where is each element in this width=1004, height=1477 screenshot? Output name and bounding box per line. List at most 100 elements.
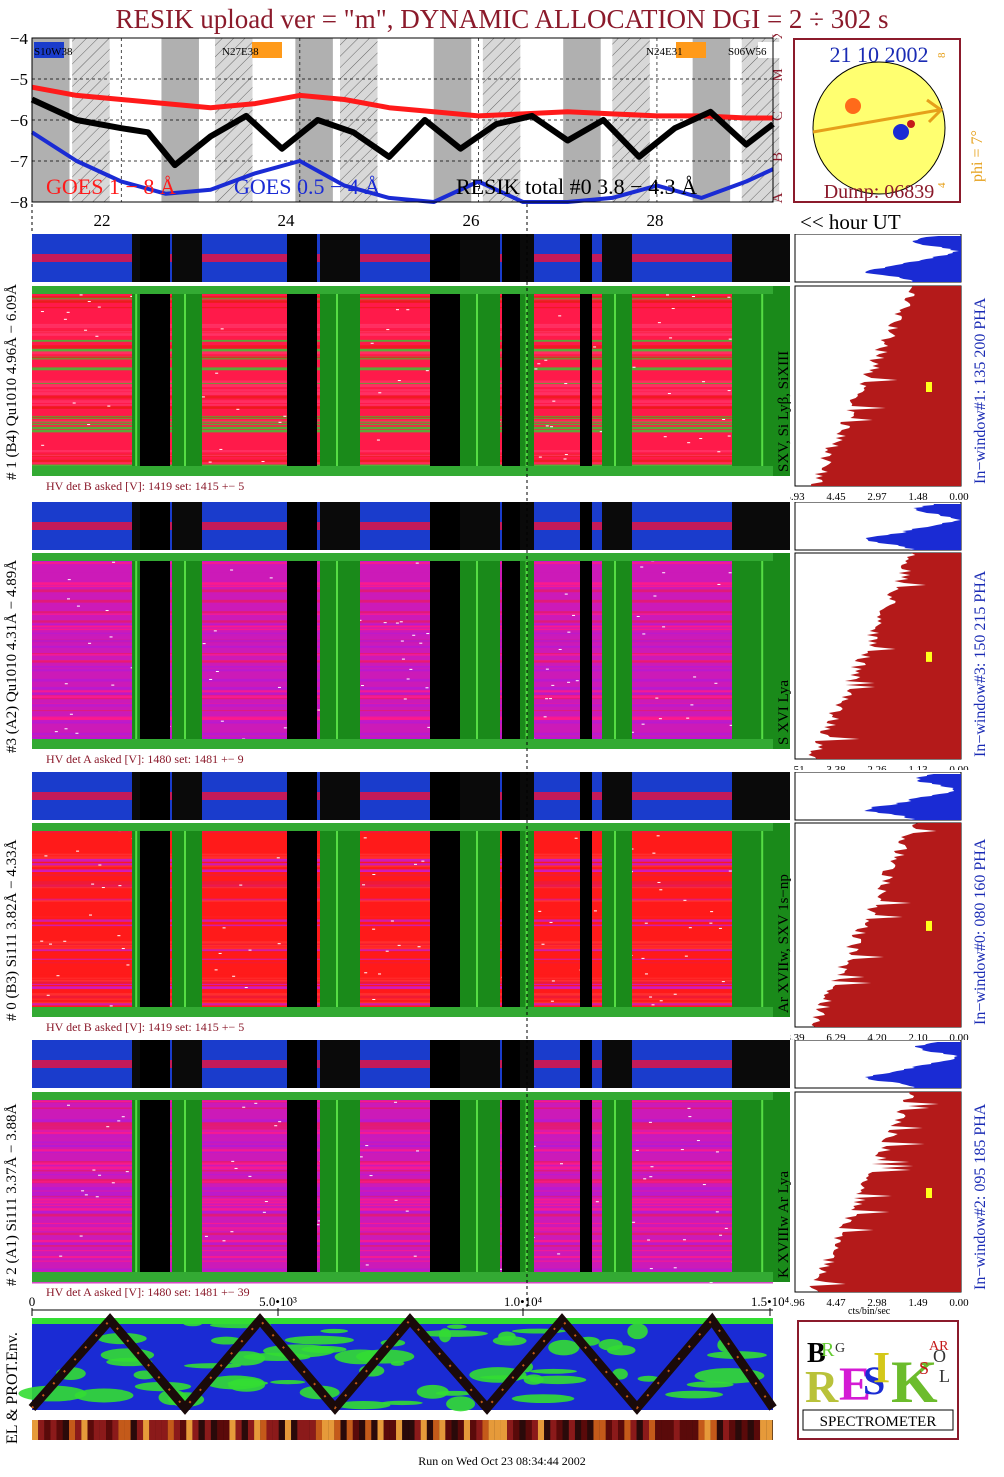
emission-line-label: Ar XVIIw, SXV 1s−np <box>776 874 792 1013</box>
solar-disk-panel: 21 10 2002 Dump: 06839 8 4 <box>793 38 961 203</box>
direction-arrow <box>812 108 940 134</box>
panel-label: # 2 (A1) Si111 3.37Å − 3.88Å <box>4 1103 20 1286</box>
active-region-swatch <box>34 42 64 58</box>
in-window-label: In−window#2: 095 185 PHA <box>972 1103 989 1290</box>
svg-text:L: L <box>939 1366 950 1386</box>
hv-readout: HV det A asked [V]: 1480 set: 1481 +− 39 <box>46 1285 250 1299</box>
in-window-label: In−window#0: 080 160 PHA <box>972 838 989 1025</box>
goes-class-label: M <box>770 68 786 81</box>
emission-line-label: K XVIIIw Ar Lya <box>776 1170 792 1278</box>
svg-text:O: O <box>933 1346 946 1366</box>
spectrum-tick-label: 8.39 <box>790 1032 805 1040</box>
spectrum-tick-label: 5.93 <box>790 491 805 502</box>
goes-lightcurve-chart: −4 −5 −6 −7 −8 A B C M X S10W38 N27E38 N24E31 S06W56… <box>10 34 788 212</box>
spectrum-tick-label: 2.26 <box>867 764 887 770</box>
svg-text:G: G <box>835 1341 845 1356</box>
in-window-marker <box>926 920 932 931</box>
goes-class-label: A <box>770 192 786 203</box>
hour-tick-label: 24 <box>278 211 296 230</box>
orbit-shade-band <box>161 38 199 202</box>
svg-text:I: I <box>873 1343 890 1392</box>
detector-panel-3: HV det A asked [V]: 1480 set: 1481 +− 39… <box>0 1040 1004 1308</box>
resik-logo: B R G R E S I K S O L AR SPECTROMETER <box>797 1320 959 1440</box>
hv-readout: HV det B asked [V]: 1419 set: 1415 +− 5 <box>46 1020 244 1034</box>
detector-panel-2: HV det B asked [V]: 1419 set: 1415 +− 5 #… <box>0 772 1004 1040</box>
series-line-2 <box>30 96 775 169</box>
footer-run-date: Run on Wed Oct 23 08:34:44 2002 <box>418 1454 586 1468</box>
spectrum-tick-label: 0.00 <box>949 1297 969 1308</box>
active-region-label: S10W38 <box>34 46 73 58</box>
legend-entry: GOES 0.5 − 4 Å <box>234 174 380 199</box>
svg-text:S: S <box>863 1358 885 1403</box>
sun-disk <box>812 61 946 195</box>
y-tick-label: −5 <box>10 70 28 89</box>
series-line-1 <box>30 130 774 204</box>
x-unit-label: << hour UT <box>800 210 901 234</box>
spectrum-tick-label: 0.00 <box>949 491 969 502</box>
panel-label: # 0 (B3) Si111 3.82Å − 4.33Å <box>4 839 20 1021</box>
spectrum-tick-label: 2.10 <box>908 1032 928 1040</box>
active-region-swatch <box>676 42 706 58</box>
svg-text:B: B <box>807 1338 826 1369</box>
spectrum-tick-label: 1.48 <box>908 491 928 502</box>
spectrum-tick-label: 4.45 <box>826 491 846 502</box>
active-region-mark <box>893 124 909 140</box>
hv-readout: HV det A asked [V]: 1480 set: 1481 +− 9 <box>46 752 244 766</box>
panel-label: # 1 (B4) Qu1010 4.96Å − 6.09Å <box>4 284 20 480</box>
spectrum-tick-label: 1.49 <box>908 1297 928 1308</box>
env-tick-label: 0 <box>29 1294 36 1309</box>
spectrum-tick-label: 3.38 <box>826 764 846 770</box>
goes-class-label: X <box>770 34 786 39</box>
spectrum-tick-label: 4.20 <box>867 1032 887 1040</box>
active-region-mark <box>845 98 861 114</box>
in-window-marker <box>926 651 932 662</box>
env-tick-label: 1.5•10⁴ <box>751 1294 790 1309</box>
in-window-label: In−window#3: 150 215 PHA <box>972 570 989 757</box>
spectrum-tick-label: 5.96 <box>790 1297 805 1308</box>
in-window-marker <box>926 1188 932 1198</box>
legend-entry: GOES 1 − 8 Å <box>46 174 176 199</box>
hour-tick-label: 28 <box>647 211 664 230</box>
spectrum-tick-label: 2.98 <box>867 1297 887 1308</box>
goes-class-label: C <box>770 111 786 121</box>
svg-text:K: K <box>891 1349 938 1415</box>
active-region-swatch <box>252 42 282 58</box>
svg-text:E: E <box>839 1358 871 1411</box>
svg-text:R: R <box>821 1339 835 1361</box>
series-line-0 <box>31 84 773 121</box>
goes-class-label: B <box>770 152 786 162</box>
emission-line-label: SXV, Si Lyβ, SiXIII <box>776 350 792 472</box>
y-tick-label: −6 <box>10 111 28 130</box>
hour-tick-label: 26 <box>463 211 480 230</box>
y-tick-label: −4 <box>10 34 29 48</box>
active-region-mark <box>907 120 915 128</box>
y-tick-label: −8 <box>10 193 28 212</box>
svg-text:8: 8 <box>936 52 948 58</box>
hv-readout: HV det B asked [V]: 1419 set: 1415 +− 5 <box>46 479 244 493</box>
spectrum-tick-label: 2.97 <box>867 491 887 502</box>
legend-entry: RESIK total #0 3.8 − 4.3 Å <box>456 174 697 199</box>
svg-text:4: 4 <box>936 182 948 188</box>
emission-line-label: S XVI Lya <box>776 680 792 745</box>
svg-text:phi = 7°: phi = 7° <box>969 130 986 182</box>
phi-readout: phi = 7° <box>966 50 990 190</box>
svg-text:R: R <box>805 1361 839 1412</box>
spectrum-unit: cts/bin/sec <box>848 1306 891 1317</box>
orbit-shade-band <box>612 38 650 202</box>
env-tick-label: 5.0•10³ <box>259 1294 297 1309</box>
page-title: RESIK upload ver = "m", DYNAMIC ALLOCATI… <box>115 4 889 34</box>
dump-label: Dump: 06839 <box>824 181 935 203</box>
orbit-track <box>28 1312 777 1415</box>
in-window-label: In−window#1: 135 200 PHA <box>972 297 989 484</box>
particle-env-chart: 0 5.0•10³ 1.0•10⁴ 1.5•10⁴ <box>18 1294 790 1440</box>
spectrum-tick-label: 6.29 <box>826 1032 846 1040</box>
spectrum-tick-label: 1.13 <box>908 764 928 770</box>
svg-text:AR: AR <box>929 1339 949 1354</box>
detector-panel-0: HV det B asked [V]: 1419 set: 1415 +− 5 #… <box>0 234 1004 502</box>
panel-label: #3 (A2) Qu1010 4.31Å − 4.89Å <box>4 559 20 753</box>
svg-text:SPECTROMETER: SPECTROMETER <box>820 1414 937 1430</box>
detector-panel-1: HV det A asked [V]: 1480 set: 1481 +− 9 #… <box>0 502 1004 770</box>
spectrum-tick-label: 4.51 <box>790 764 805 770</box>
y-tick-label: −7 <box>10 152 29 171</box>
orbit-shade-band <box>563 38 601 202</box>
